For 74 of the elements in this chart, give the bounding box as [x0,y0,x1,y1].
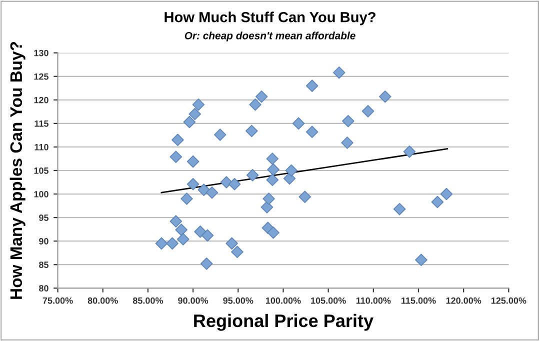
point [246,124,258,138]
y-tick-label: 125 [34,73,48,80]
chart-subtitle: Or: cheap doesn't mean affordable [184,32,356,42]
point [180,192,193,205]
point [440,188,453,200]
point [186,155,200,168]
x-tick-label: 105.00% [311,297,346,304]
point [231,246,244,258]
x-tick-label: 110.00% [356,297,391,304]
point [220,176,233,188]
y-tick-label: 95 [39,214,48,221]
point [342,114,354,128]
x-tick-label: 85.00% [132,297,164,304]
point [362,105,374,118]
y-tick-label: 80 [39,285,48,292]
point [249,98,262,111]
x-tick-label: 90.00% [178,297,208,304]
point [246,169,259,182]
point [262,192,275,205]
point [170,150,182,163]
point [194,226,206,238]
y-tick-label: 115 [34,120,48,127]
point [214,128,226,141]
point [166,237,178,250]
y-axis-title: How Many Apples Can You Buy? [10,42,26,299]
point [200,258,213,270]
y-tick-label: 130 [34,50,48,56]
point [306,126,318,138]
point [267,226,280,239]
point [192,98,205,111]
y-tick-label: 105 [34,167,48,174]
point [176,233,190,246]
point [170,215,182,228]
y-tick-label: 100 [34,190,48,198]
point [266,152,279,165]
point [306,80,318,92]
point [267,163,280,176]
y-tick-label: 90 [39,238,48,244]
y-tick-label: 110 [34,144,48,150]
point [341,136,354,149]
point [260,201,274,214]
x-tick-label: 75.00% [42,297,73,304]
x-tick-label: 115.00% [402,297,436,304]
point [155,237,168,250]
point [332,66,346,79]
y-tick-label: 85 [39,262,48,268]
point [228,178,241,190]
x-axis-title: Regional Price Parity [194,314,374,331]
point [431,196,444,208]
x-tick-label: 120.00% [446,297,482,304]
point [255,90,268,103]
x-tick-label: 100.00% [266,297,301,304]
point [292,117,305,130]
point [206,186,218,199]
x-tick-label: 125.00% [491,297,526,304]
point [186,178,200,190]
x-tick-label: 95.00% [223,297,254,304]
point [226,237,238,250]
point [201,229,214,242]
point [298,190,312,203]
point [198,184,210,196]
point [393,202,406,216]
y-tick-label: 120 [34,96,48,104]
point [415,254,428,266]
chart-title: How Much Stuff Can You Buy? [164,12,376,26]
x-tick-label: 80.00% [88,297,118,304]
point [266,174,279,186]
point [285,164,298,177]
point [378,90,392,103]
point [172,134,184,146]
point [183,116,196,128]
point [403,146,416,158]
point [175,224,188,236]
point [188,108,201,120]
